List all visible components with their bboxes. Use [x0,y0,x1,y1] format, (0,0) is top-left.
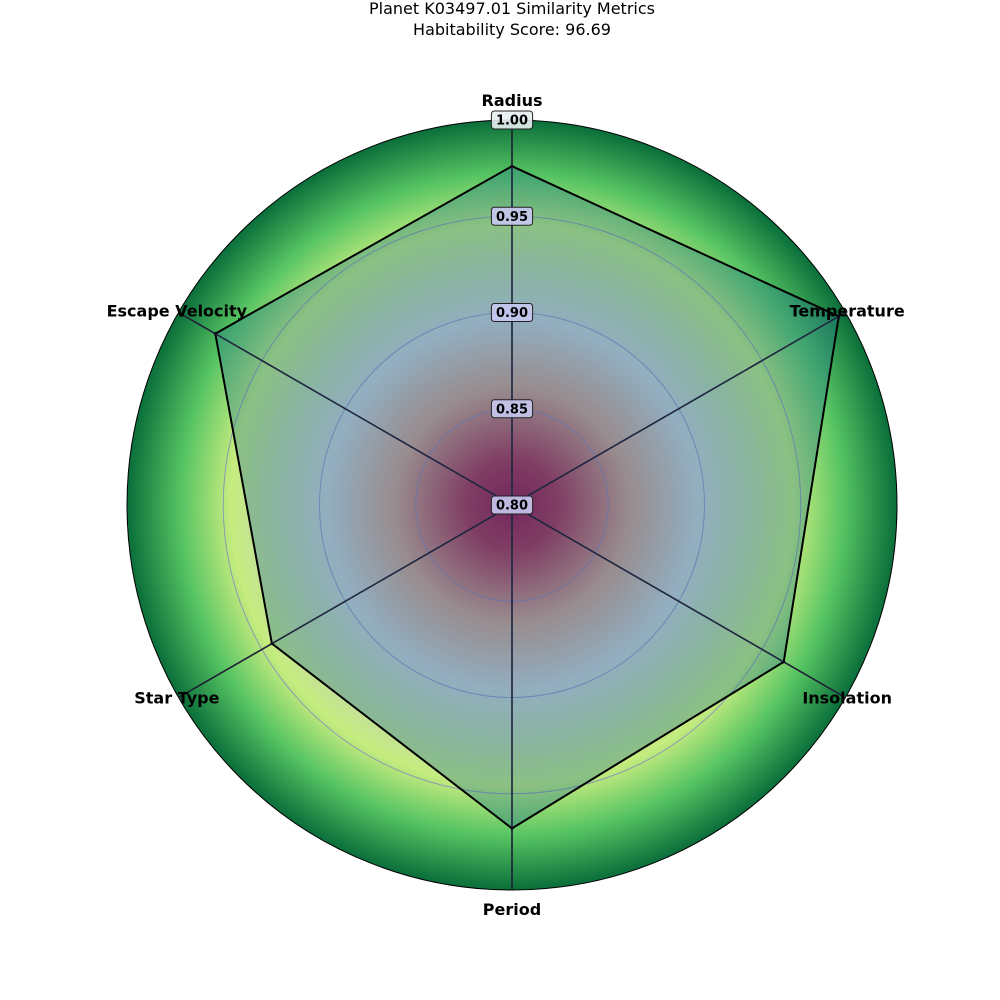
tick-box-4 [490,110,534,130]
tick-box-1 [490,399,534,419]
label-layer: Radius Temperature Insolation Period Star Ty… [107,91,905,919]
chart-subtitle: Habitability Score: 96.69 [413,20,611,39]
tick-label-group-0: 0.80 [490,495,534,515]
tick-label-group-1: 0.85 [490,399,534,419]
axis-label-5: Escape Velocity [107,302,248,321]
axis-label-0: Radius [482,91,543,110]
tick-label-4: 1.00 [496,114,528,129]
tick-box-2 [490,303,534,322]
tick-label-1: 0.85 [496,402,528,417]
axis-label-3: Period [483,900,541,919]
axis-label-1: Temperature [790,302,905,321]
tick-label-group-3: 0.95 [490,206,534,226]
tick-label-2: 0.90 [496,306,528,321]
spoke-top-1 [511,311,846,506]
spoke-top-2 [511,504,846,699]
chart-title: Planet K03497.01 Similarity Metrics [369,0,655,18]
tick-label-0: 0.80 [496,499,528,514]
tick-label-group-4: 1.00 [490,110,534,130]
tick-layer: 0.80 0.85 0.90 0.95 1.00 [490,110,534,515]
spoke-top-5 [178,311,513,506]
tick-label-group-2: 0.90 [490,303,534,322]
axis-label-2: Insolation [802,689,892,708]
tick-box-3 [490,206,534,226]
tick-box-0 [490,495,534,515]
tick-label-3: 0.95 [496,210,528,225]
axis-label-4: Star Type [134,689,219,708]
spoke-top-4 [178,504,513,699]
